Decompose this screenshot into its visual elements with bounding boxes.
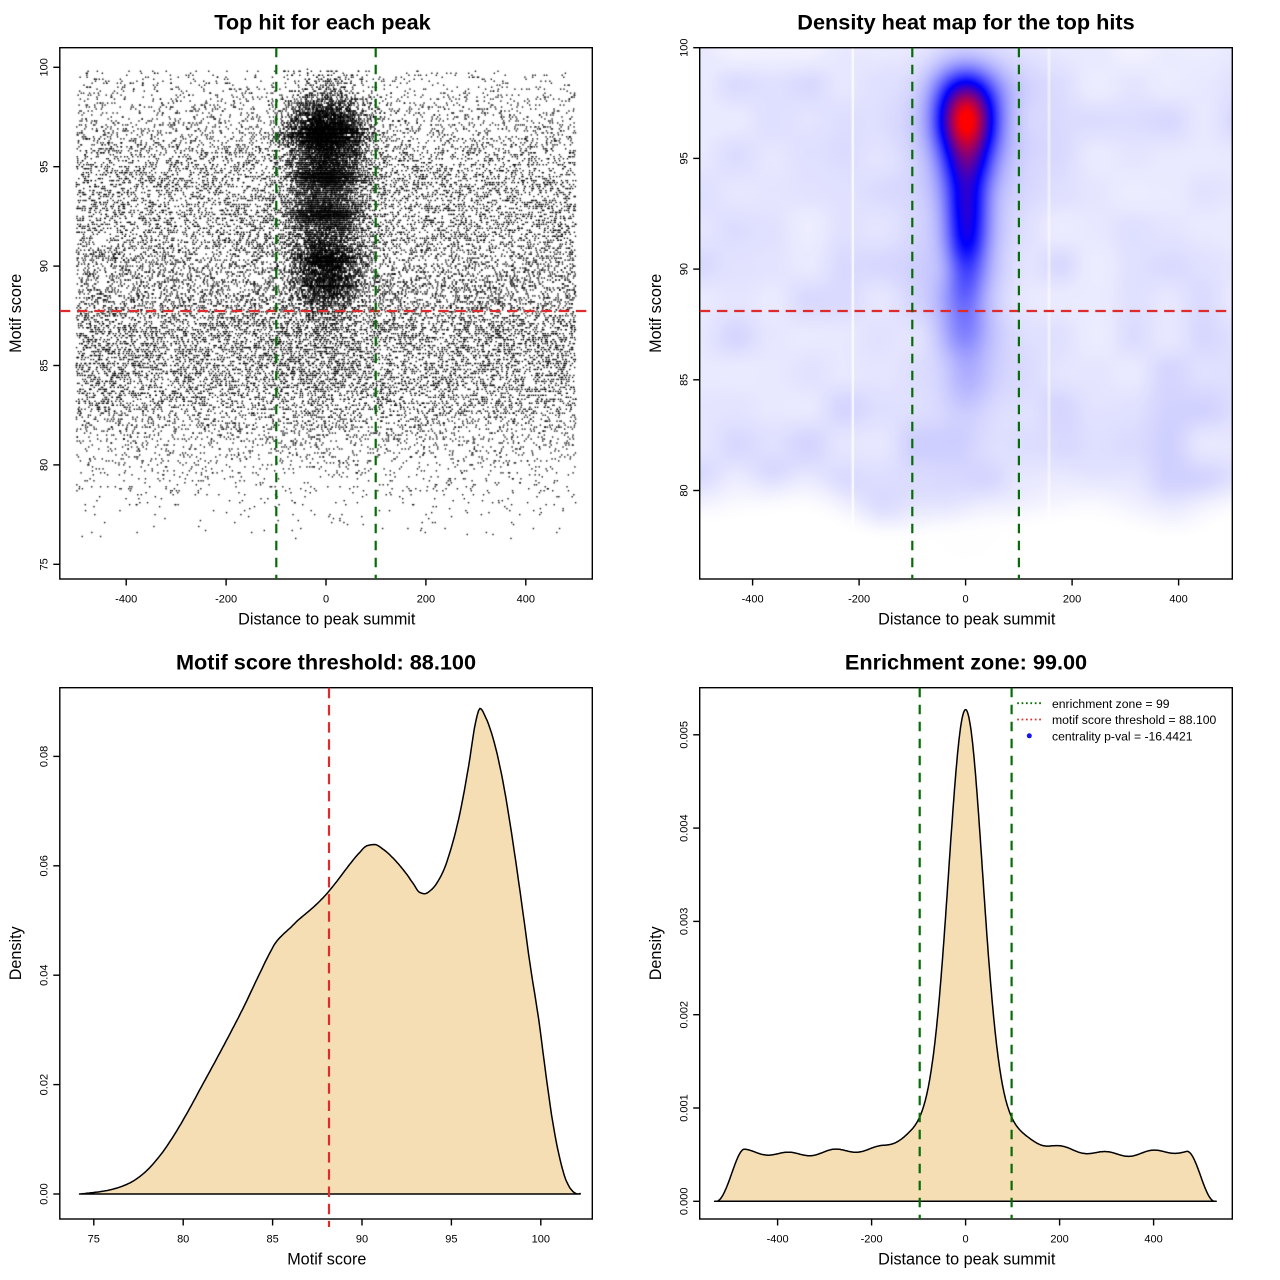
svg-text:95: 95 [38, 161, 50, 173]
svg-text:400: 400 [517, 594, 535, 606]
svg-text:0.02: 0.02 [38, 1074, 50, 1095]
svg-text:75: 75 [88, 1234, 100, 1246]
svg-text:enrichment zone = 99: enrichment zone = 99 [1052, 697, 1170, 711]
svg-text:75: 75 [38, 558, 50, 570]
svg-text:-200: -200 [215, 594, 237, 606]
svg-text:0.005: 0.005 [678, 721, 690, 749]
svg-text:400: 400 [1144, 1234, 1162, 1246]
svg-text:Distance to peak summit: Distance to peak summit [878, 611, 1056, 629]
svg-text:80: 80 [678, 484, 690, 496]
svg-text:0.003: 0.003 [678, 908, 690, 936]
svg-text:0: 0 [963, 594, 969, 606]
svg-text:200: 200 [417, 594, 435, 606]
svg-text:80: 80 [38, 459, 50, 471]
svg-text:90: 90 [38, 260, 50, 272]
svg-text:200: 200 [1050, 1234, 1068, 1246]
svg-text:100: 100 [532, 1234, 550, 1246]
svg-text:Motif score: Motif score [287, 1251, 366, 1269]
svg-text:85: 85 [266, 1234, 278, 1246]
svg-text:0.06: 0.06 [38, 855, 50, 876]
svg-text:-400: -400 [115, 594, 137, 606]
svg-text:200: 200 [1063, 594, 1081, 606]
svg-text:Density: Density [7, 925, 25, 980]
svg-text:100: 100 [38, 58, 50, 76]
svg-text:95: 95 [445, 1234, 457, 1246]
svg-text:95: 95 [678, 152, 690, 164]
svg-text:0.004: 0.004 [678, 814, 690, 842]
svg-text:centrality p-val = -16.4421: centrality p-val = -16.4421 [1052, 729, 1193, 743]
svg-text:Motif score threshold: 88.100: Motif score threshold: 88.100 [176, 650, 476, 675]
svg-text:-200: -200 [861, 1234, 883, 1246]
svg-text:Enrichment zone: 99.00: Enrichment zone: 99.00 [845, 650, 1087, 675]
svg-text:motif score threshold = 88.100: motif score threshold = 88.100 [1052, 713, 1217, 727]
svg-text:90: 90 [356, 1234, 368, 1246]
svg-text:Motif score: Motif score [7, 274, 25, 353]
svg-text:0: 0 [963, 1234, 969, 1246]
svg-text:-400: -400 [767, 1234, 789, 1246]
svg-text:Motif score: Motif score [647, 274, 665, 353]
svg-text:Density: Density [647, 925, 665, 980]
svg-text:90: 90 [678, 263, 690, 275]
svg-text:0.000: 0.000 [678, 1188, 690, 1216]
svg-text:Top hit for each peak: Top hit for each peak [214, 10, 431, 35]
svg-text:100: 100 [678, 39, 690, 57]
svg-text:400: 400 [1169, 594, 1187, 606]
svg-text:0.00: 0.00 [38, 1183, 50, 1204]
svg-text:85: 85 [38, 359, 50, 371]
svg-text:-400: -400 [742, 594, 764, 606]
svg-text:85: 85 [678, 374, 690, 386]
svg-text:0.002: 0.002 [678, 1001, 690, 1029]
svg-text:80: 80 [177, 1234, 189, 1246]
svg-text:0.08: 0.08 [38, 746, 50, 767]
svg-text:0.04: 0.04 [38, 964, 50, 985]
svg-text:Density heat map for the top h: Density heat map for the top hits [797, 10, 1134, 35]
svg-text:Distance to peak summit: Distance to peak summit [878, 1251, 1056, 1269]
svg-text:-200: -200 [848, 594, 870, 606]
svg-text:Distance to peak summit: Distance to peak summit [238, 611, 416, 629]
svg-text:0.001: 0.001 [678, 1094, 690, 1122]
svg-text:0: 0 [323, 594, 329, 606]
